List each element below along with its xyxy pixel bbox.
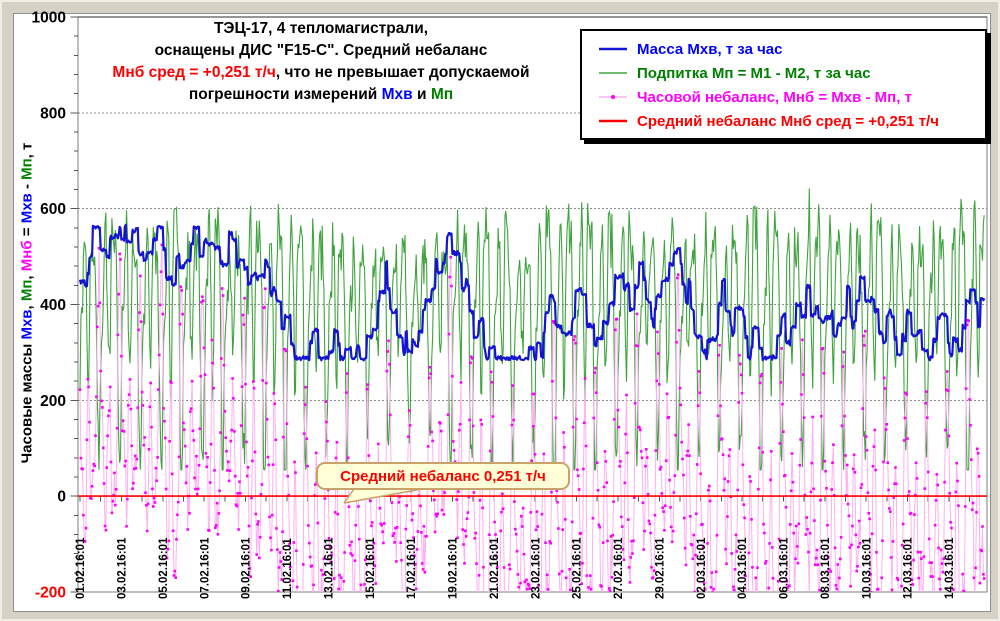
legend-item-label: Масса Мхв, т за час — [637, 40, 783, 58]
legend: Масса Мхв, т за час Подпитка Мп = М1 - М2… — [580, 29, 987, 140]
chart-title-line: оснащены ДИС "F15-C". Средний небаланс — [80, 40, 562, 62]
legend-item-label: Часовой небаланс, Мнб = Мхв - Мп, т — [637, 88, 912, 106]
legend-item: Подпитка Мп = М1 - М2, т за час — [598, 61, 981, 85]
chart-title-segment: Мп — [430, 86, 454, 103]
y-axis-title-segment: , — [18, 271, 36, 280]
x-tick-label: 02.03.16:01 — [696, 537, 708, 599]
legend-line-sample — [599, 119, 627, 123]
y-axis-title: Часовые массы Мхв, Мп, Мнб = Мхв - Мп, т — [19, 143, 36, 464]
legend-item-label: Средний небаланс Мнб сред = +0,251 т/ч — [637, 112, 939, 130]
legend-line-sample — [599, 72, 627, 74]
x-tick-label: 21.02.16:01 — [489, 537, 501, 599]
y-axis-title-segment: Мхв — [18, 309, 36, 340]
x-tick-label: 25.02.16:01 — [572, 537, 584, 599]
chart-title-segment: , что не превышает допускаемой — [275, 64, 530, 81]
average-callout: Средний небаланс 0,251 т/ч — [316, 462, 570, 490]
x-tick-label: 12.03.16:01 — [903, 537, 915, 599]
y-axis-title-segment: = — [18, 223, 36, 241]
x-tick-label: 10.03.16:01 — [861, 537, 873, 599]
legend-item: Часовой небаланс, Мнб = Мхв - Мп, т — [598, 85, 981, 109]
x-tick-label: 19.02.16:01 — [448, 537, 460, 599]
x-tick-label: 15.02.16:01 — [365, 537, 377, 599]
y-tick-label: 0 — [57, 489, 66, 506]
series-layer — [78, 188, 986, 592]
chart-title-line: погрешности измерений Мхв и Мп — [80, 84, 562, 106]
chart-title-line: Мнб сред = +0,251 т/ч, что не превышает … — [80, 62, 562, 84]
y-axis-title-segment: Мп — [18, 158, 36, 180]
x-tick-label: 08.03.16:01 — [820, 537, 832, 599]
x-tick-label: 03.02.16:01 — [117, 537, 129, 599]
legend-dotline-sample — [599, 95, 627, 99]
x-tick-labels: 01.02.16:01 03.02.16:01 05.02.16:01 07.02.1… — [75, 537, 956, 599]
y-axis-title-segment: Часовые массы — [18, 339, 36, 464]
x-axis-ticks — [79, 496, 971, 502]
legend-line-sample — [599, 47, 627, 51]
legend-item: Средний небаланс Мнб сред = +0,251 т/ч — [598, 109, 981, 133]
x-tick-label: 07.02.16:01 — [199, 537, 211, 599]
chart-title: ТЭЦ-17, 4 тепломагистрали, оснащены ДИС "… — [80, 18, 562, 106]
legend-item: Масса Мхв, т за час — [598, 37, 981, 61]
chart-title-segment: Мнб сред = +0,251 т/ч — [112, 64, 276, 81]
y-axis-title-segment: , — [18, 301, 36, 310]
y-tick-labels: 1000 800 600 400 200 0 -200 — [32, 10, 66, 602]
y-axis-title-segment: Мнб — [18, 240, 36, 272]
x-tick-label: 13.02.16:01 — [323, 537, 335, 599]
x-tick-label: 01.02.16:01 — [75, 537, 87, 599]
y-tick-label: -200 — [35, 585, 66, 602]
x-tick-label: 09.02.16:01 — [241, 537, 253, 599]
chart-title-segment: оснащены ДИС "F15-C". Средний небаланс — [154, 42, 488, 59]
x-tick-label: 11.02.16:01 — [282, 538, 294, 599]
chart-title-segment: ТЭЦ-17, 4 тепломагистрали, — [213, 20, 429, 37]
x-tick-label: 04.03.16:01 — [737, 537, 749, 599]
chart-title-segment: и — [412, 86, 431, 103]
y-tick-label: 600 — [40, 201, 66, 218]
x-tick-label: 17.02.16:01 — [406, 537, 418, 599]
x-tick-label: 23.02.16:01 — [530, 537, 542, 599]
x-tick-label: 27.02.16:01 — [613, 537, 625, 599]
y-axis-title-segment: Мхв — [18, 193, 36, 224]
y-axis-title-segment: , т — [18, 142, 36, 159]
x-tick-label: 06.03.16:01 — [779, 537, 791, 599]
y-tick-label: 400 — [40, 297, 66, 314]
y-tick-label: 1000 — [32, 10, 66, 27]
y-tick-label: 800 — [40, 105, 66, 122]
callout-tail — [343, 489, 423, 504]
average-callout-label: Средний небаланс 0,251 т/ч — [340, 468, 546, 485]
y-axis-ticks — [70, 16, 78, 593]
series-nebalans-markers — [78, 243, 986, 592]
legend-item-label: Подпитка Мп = М1 - М2, т за час — [637, 64, 871, 82]
x-tick-label: 14.03.16:01 — [944, 537, 956, 599]
y-axis-title-segment: Мп — [18, 279, 36, 302]
chart-title-segment: погрешности измерений — [188, 86, 382, 103]
series-massa-line — [78, 223, 986, 362]
x-tick-label: 05.02.16:01 — [158, 537, 170, 599]
x-tick-label: 29.02.16:01 — [654, 537, 666, 599]
y-axis-title-segment: - — [18, 179, 36, 194]
y-tick-label: 200 — [40, 393, 66, 410]
chart-title-line: ТЭЦ-17, 4 тепломагистрали, — [80, 18, 562, 40]
chart-title-segment: Мхв — [381, 86, 413, 103]
